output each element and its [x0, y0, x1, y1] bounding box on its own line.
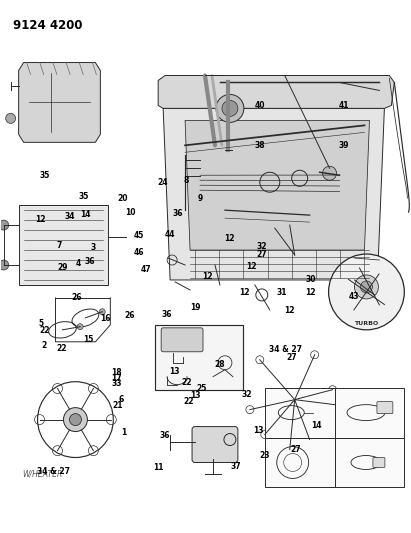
Text: 30: 30 [306, 275, 316, 284]
Text: 4: 4 [76, 260, 81, 268]
Text: 34 & 27: 34 & 27 [37, 467, 70, 476]
Text: 34: 34 [64, 212, 75, 221]
FancyBboxPatch shape [373, 457, 385, 467]
Text: 9124 4200: 9124 4200 [13, 19, 82, 31]
Text: 13: 13 [169, 367, 180, 376]
Text: 43: 43 [349, 292, 359, 301]
Text: 33: 33 [111, 379, 122, 388]
Text: 12: 12 [202, 272, 213, 280]
FancyBboxPatch shape [335, 387, 404, 438]
Circle shape [323, 166, 337, 180]
Text: 20: 20 [118, 194, 128, 203]
Text: 26: 26 [125, 311, 135, 320]
Text: 10: 10 [125, 208, 135, 217]
Circle shape [6, 114, 16, 123]
Polygon shape [18, 62, 100, 142]
FancyBboxPatch shape [161, 328, 203, 352]
Text: 8: 8 [183, 176, 189, 185]
Text: 7: 7 [57, 241, 62, 250]
Polygon shape [163, 108, 384, 280]
FancyBboxPatch shape [192, 426, 238, 463]
Text: 21: 21 [112, 401, 123, 410]
Text: 13: 13 [190, 391, 201, 400]
FancyBboxPatch shape [377, 402, 393, 414]
Circle shape [69, 414, 81, 425]
Text: 25: 25 [196, 384, 207, 393]
Circle shape [63, 408, 88, 432]
Text: 12: 12 [224, 235, 235, 244]
FancyBboxPatch shape [155, 325, 243, 390]
Text: 36: 36 [172, 209, 183, 218]
Text: W/HEATER: W/HEATER [23, 470, 63, 479]
Text: 19: 19 [190, 303, 201, 312]
Text: 29: 29 [58, 263, 68, 272]
Text: 6: 6 [119, 395, 124, 404]
Text: 12: 12 [284, 306, 295, 315]
Text: 1: 1 [121, 428, 126, 437]
Text: 35: 35 [78, 192, 89, 201]
Text: 12: 12 [246, 262, 256, 271]
Text: 38: 38 [255, 141, 265, 150]
Text: 45: 45 [134, 231, 144, 240]
Text: 12: 12 [239, 287, 249, 296]
Text: 31: 31 [276, 287, 286, 296]
Text: 3: 3 [90, 244, 95, 253]
Text: 22: 22 [184, 397, 194, 406]
FancyBboxPatch shape [18, 205, 109, 285]
Circle shape [355, 275, 379, 299]
Text: 36: 36 [85, 257, 95, 265]
Text: 14: 14 [81, 210, 91, 219]
Circle shape [0, 220, 9, 230]
Text: 32: 32 [241, 390, 252, 399]
Text: 14: 14 [311, 422, 321, 431]
Text: 23: 23 [260, 451, 270, 460]
FancyBboxPatch shape [281, 390, 309, 410]
Text: 5: 5 [38, 319, 44, 328]
Text: 12: 12 [305, 287, 315, 296]
Text: 32: 32 [257, 243, 267, 252]
Text: 34 & 27: 34 & 27 [269, 345, 302, 354]
Text: 18: 18 [111, 368, 122, 377]
Text: 12: 12 [36, 215, 46, 224]
Circle shape [328, 254, 404, 330]
Text: 46: 46 [134, 248, 144, 257]
Text: 37: 37 [231, 462, 242, 471]
Text: TURBO: TURBO [354, 321, 379, 326]
Circle shape [77, 324, 83, 330]
Circle shape [222, 100, 238, 116]
Text: 26: 26 [71, 293, 82, 302]
Text: 17: 17 [111, 374, 122, 383]
Text: 11: 11 [153, 463, 164, 472]
FancyBboxPatch shape [335, 438, 404, 487]
Text: 9: 9 [198, 194, 203, 203]
Polygon shape [185, 120, 369, 250]
Text: 27: 27 [286, 353, 297, 362]
Text: 36: 36 [159, 431, 170, 440]
Circle shape [0, 260, 9, 270]
Text: 22: 22 [40, 326, 50, 335]
Text: 15: 15 [83, 335, 94, 344]
Circle shape [216, 94, 244, 123]
Text: 24: 24 [157, 178, 168, 187]
FancyBboxPatch shape [265, 438, 335, 487]
Text: 16: 16 [100, 313, 111, 322]
Text: 39: 39 [339, 141, 349, 150]
Text: 22: 22 [56, 344, 67, 353]
Circle shape [360, 281, 372, 293]
Text: 36: 36 [162, 310, 172, 319]
Text: 41: 41 [339, 101, 349, 110]
Text: 35: 35 [40, 171, 50, 180]
Text: 13: 13 [254, 426, 264, 435]
Text: 40: 40 [255, 101, 265, 110]
Text: 28: 28 [215, 360, 225, 369]
Text: 44: 44 [165, 230, 175, 239]
Text: 22: 22 [182, 378, 192, 387]
Circle shape [99, 309, 105, 314]
Text: 47: 47 [141, 265, 151, 274]
Text: 2: 2 [41, 341, 46, 350]
FancyBboxPatch shape [265, 387, 335, 438]
Text: 27: 27 [290, 446, 301, 455]
Text: 27: 27 [257, 251, 267, 260]
Polygon shape [158, 76, 395, 108]
